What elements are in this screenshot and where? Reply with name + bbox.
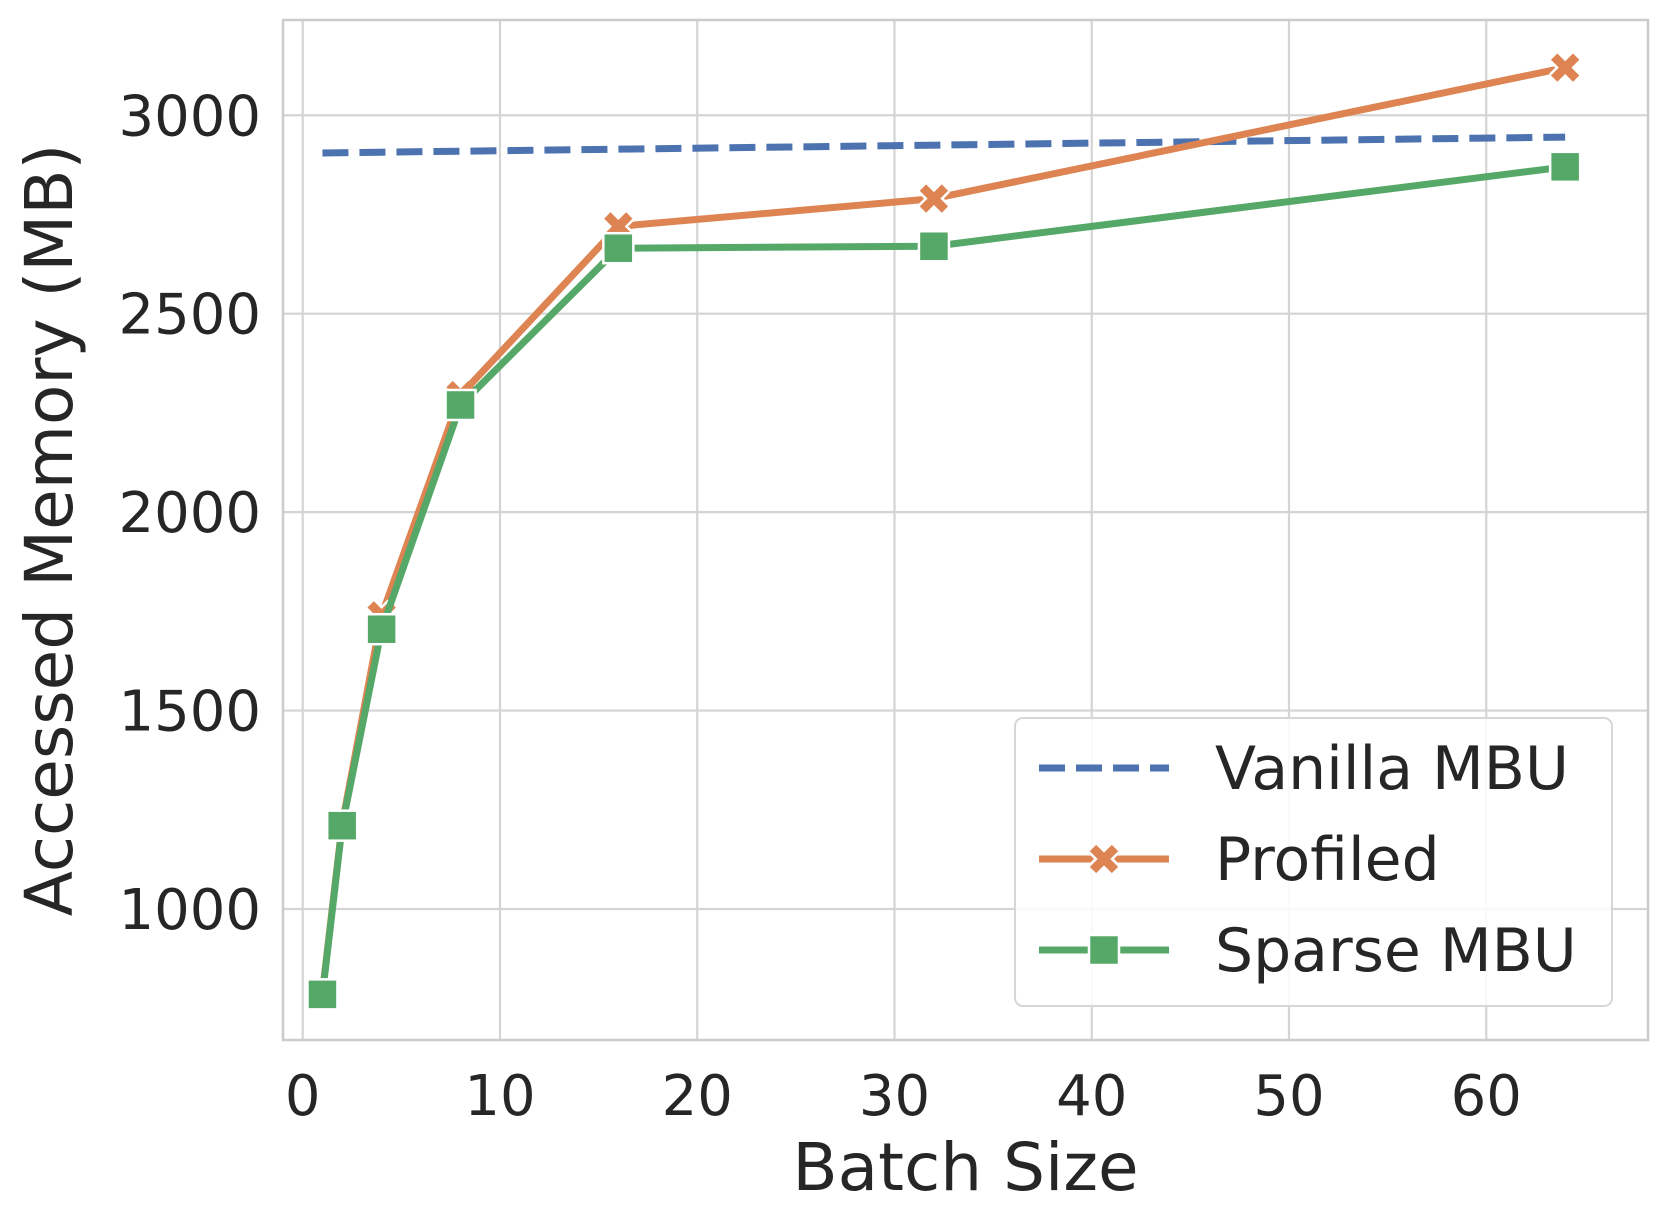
legend-box [1014, 717, 1613, 1007]
legend-label: Profiled [1215, 825, 1440, 895]
marker-stroke [1550, 53, 1580, 82]
data-point-sparse-mbu [602, 231, 635, 265]
series-line-vanilla-mbu [322, 133, 1566, 157]
series-layer [306, 51, 1582, 1011]
y-tick-label: 2000 [118, 481, 261, 546]
data-point-sparse-mbu [1548, 150, 1582, 184]
y-tick-labels: 1000 1500 2000 2500 3000 [118, 84, 261, 943]
x-tick-label: 30 [859, 1064, 930, 1129]
x-tick-label: 50 [1253, 1064, 1324, 1129]
x-tick-label: 60 [1451, 1064, 1522, 1129]
data-point-sparse-mbu [365, 612, 398, 646]
legend-item-profiled: Profiled [1039, 825, 1440, 895]
x-tick-labels: 0 10 20 30 40 50 60 [285, 1064, 1522, 1129]
plot-frame [281, 18, 1650, 1042]
y-axis-label: Accessed Memory (MB) [11, 144, 88, 917]
x-tick-label: 0 [285, 1064, 321, 1129]
legend-item-sparse-mbu: Sparse MBU [1039, 916, 1577, 986]
y-tick-label: 2500 [118, 283, 261, 348]
grid [283, 20, 1648, 1040]
marker-stroke [1089, 844, 1119, 874]
x-tick-label: 20 [662, 1064, 733, 1129]
data-point-sparse-mbu [917, 229, 951, 263]
x-axis-label: Batch Size [792, 1129, 1138, 1206]
y-tick-label: 1000 [118, 878, 261, 943]
legend: Vanilla MBU Profiled Sparse MBU [1014, 717, 1613, 1007]
legend-label: Vanilla MBU [1215, 734, 1569, 804]
legend-item-vanilla-mbu: Vanilla MBU [1039, 734, 1569, 804]
legend-label: Sparse MBU [1215, 916, 1577, 986]
x-tick-label: 10 [464, 1064, 535, 1129]
data-point-sparse-mbu [325, 809, 359, 842]
series-vanilla-mbu [322, 133, 1566, 157]
y-tick-label: 1500 [118, 680, 261, 745]
y-tick-label: 3000 [118, 84, 261, 149]
legend-swatch-marker [1087, 933, 1121, 967]
x-tick-label: 40 [1056, 1064, 1127, 1129]
data-point-sparse-mbu [306, 978, 339, 1011]
data-point-sparse-mbu [444, 388, 477, 422]
data-point-profiled [1549, 51, 1582, 84]
legend-swatch-marker [1088, 843, 1120, 875]
data-point-profiled [917, 182, 950, 215]
marker-stroke [919, 184, 949, 213]
series-sparse-mbu [306, 150, 1582, 1011]
